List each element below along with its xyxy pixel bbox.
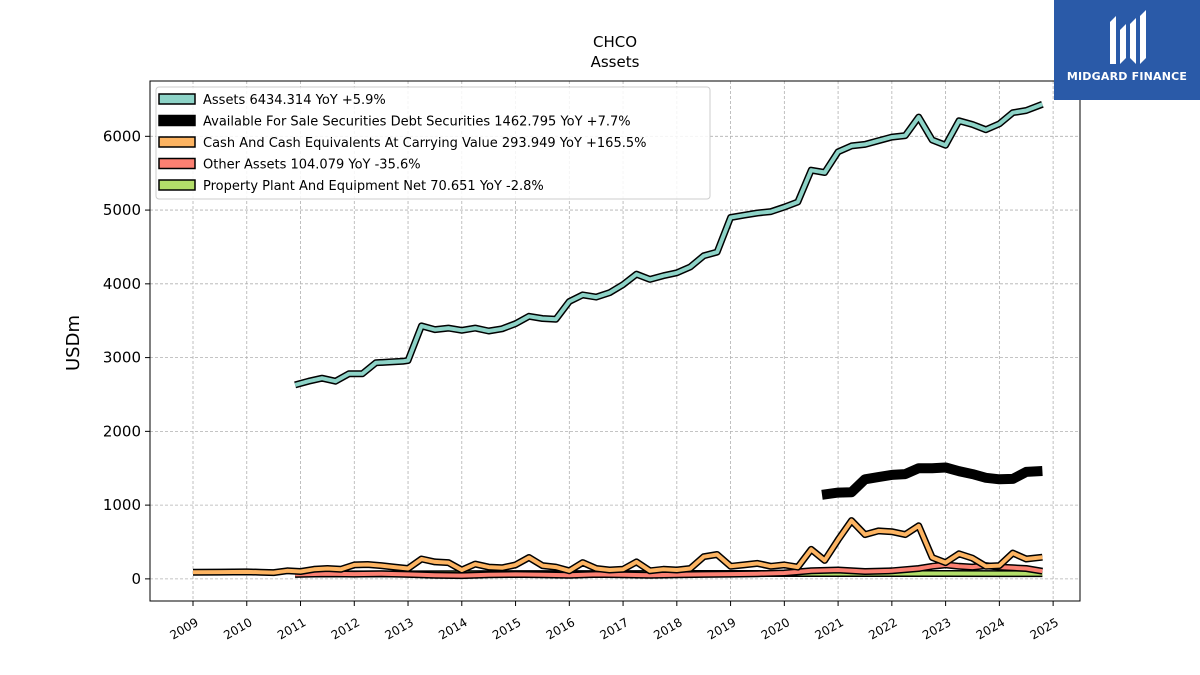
series-layer xyxy=(192,101,1044,580)
x-tick-label: 2023 xyxy=(920,615,953,642)
x-tick-label: 2020 xyxy=(759,615,792,642)
y-tick-label: 4000 xyxy=(103,275,141,293)
legend-label: Other Assets 104.079 YoY -35.6% xyxy=(203,158,421,173)
x-tick-label: 2025 xyxy=(1028,615,1061,642)
y-tick-label: 1000 xyxy=(103,496,141,514)
x-tick-label: 2016 xyxy=(544,615,577,642)
legend-box xyxy=(155,86,711,200)
legend-swatch xyxy=(158,136,196,148)
legend-label: Assets 6434.314 YoY +5.9% xyxy=(203,93,386,108)
x-tick-label: 2011 xyxy=(275,615,308,642)
series-line-assets xyxy=(294,102,1044,387)
x-tick-label: 2015 xyxy=(490,615,523,642)
y-tick-label: 2000 xyxy=(103,422,141,440)
y-tick-label: 6000 xyxy=(103,127,141,145)
legend: Assets 6434.314 YoY +5.9% Available For S… xyxy=(155,86,711,200)
y-tick-label: 0 xyxy=(131,570,141,588)
brand-logo: MIDGARD FINANCE xyxy=(1054,0,1200,100)
y-axis-label: USDm xyxy=(63,315,84,371)
legend-swatch xyxy=(158,179,196,191)
y-tick-label: 3000 xyxy=(103,349,141,367)
legend-label: Cash And Cash Equivalents At Carrying Va… xyxy=(203,136,646,151)
legend-swatch xyxy=(158,114,196,127)
series-line-cash-and-cash-equivalents-at-carrying-value xyxy=(192,518,1043,575)
x-tick-label: 2009 xyxy=(167,615,200,642)
series-line-other-assets xyxy=(295,562,1043,578)
x-tick-label: 2021 xyxy=(813,615,846,642)
logo-mark-icon xyxy=(1110,10,1146,64)
x-tick-label: 2014 xyxy=(436,615,469,642)
plot-frame xyxy=(149,80,1081,602)
x-tick-label: 2024 xyxy=(974,615,1007,642)
x-axis: 2009 2010 2011 2012 2013 2014 2015 2016 2017 2018… xyxy=(167,601,1061,642)
series-line-available-for-sale-securities-debt-securities xyxy=(821,462,1043,500)
legend-label: Available For Sale Securities Debt Secur… xyxy=(203,115,631,130)
x-tick-label: 2013 xyxy=(382,615,415,642)
y-axis: 0 1000 2000 3000 4000 5000 6000 xyxy=(103,127,150,588)
x-tick-label: 2010 xyxy=(221,615,254,642)
x-tick-label: 2019 xyxy=(705,615,738,642)
legend-label: Property Plant And Equipment Net 70.651 … xyxy=(203,179,544,194)
brand-name: MIDGARD FINANCE xyxy=(1066,70,1188,83)
chart-subtitle: Assets xyxy=(591,53,640,71)
chart-title: CHCO xyxy=(593,33,637,51)
x-tick-label: 2017 xyxy=(598,615,631,642)
legend-swatch xyxy=(158,157,196,170)
y-tick-label: 5000 xyxy=(103,201,141,219)
legend-swatch xyxy=(158,93,196,105)
x-tick-label: 2022 xyxy=(866,615,899,642)
x-tick-label: 2012 xyxy=(329,615,362,642)
x-tick-label: 2018 xyxy=(651,615,684,642)
